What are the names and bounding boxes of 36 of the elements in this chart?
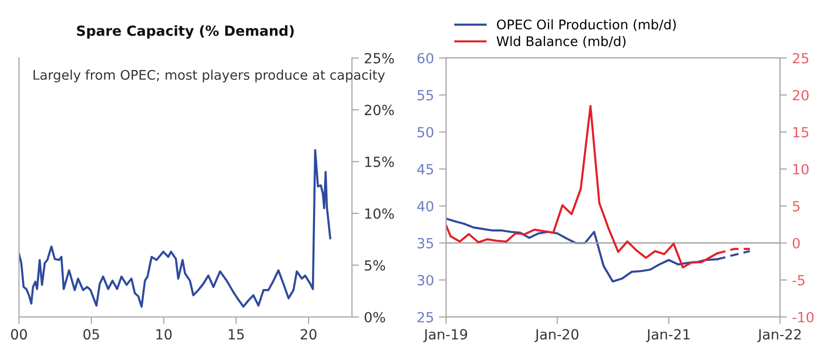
legend-label: OPEC Oil Production (mb/d) (496, 19, 676, 32)
y-tick-label: 60 (418, 52, 434, 64)
y2-tick-label: 15 (793, 127, 808, 138)
y2-tick-label: 0 (792, 238, 800, 248)
y-tick-label: 30 (418, 274, 434, 286)
y2-tick-label: 5 (792, 201, 800, 212)
x-tick-label: 05 (83, 329, 99, 340)
x-tick-label: Jan-21 (646, 329, 690, 342)
y2-tick-label: -10 (792, 312, 814, 322)
y-tick-label: 0% (364, 312, 386, 322)
y2-tick-label: -5 (792, 275, 804, 286)
y-tick-label: 20% (364, 104, 394, 116)
x-tick-label: Jan-19 (423, 329, 468, 342)
x-tick-label: 00 (11, 329, 27, 340)
y-tick-label: 10% (365, 208, 394, 219)
x-tick-label: 10 (156, 329, 172, 340)
y-tick-label: 40 (417, 200, 434, 212)
y-tick-label: 35 (418, 238, 434, 248)
y-tick-label: 5% (364, 260, 386, 271)
x-tick-label: 15 (228, 329, 244, 340)
x-tick-label: Jan-22 (757, 329, 801, 342)
y2-tick-label: 10 (793, 164, 809, 174)
line-series (18, 149, 332, 308)
y2-tick-label: 25 (792, 52, 808, 64)
chart-title: Spare Capacity (% Demand) (77, 25, 294, 39)
y-tick-label: 50 (418, 126, 434, 138)
y2-tick-label: 20 (792, 90, 809, 100)
legend-label: Wld Balance (mb/d) (496, 36, 626, 48)
x-tick-label: Jan-20 (534, 329, 578, 342)
y-tick-label: 45 (417, 164, 434, 174)
annotation: Largely from OPEC; most players produce at capacity (34, 70, 385, 82)
y-tick-label: 15% (365, 156, 394, 168)
x-tick-label: 20 (300, 329, 316, 340)
y-tick-label: 25% (364, 52, 394, 64)
y-tick-label: 55 (418, 90, 434, 100)
y-tick-label: 25 (418, 312, 434, 322)
